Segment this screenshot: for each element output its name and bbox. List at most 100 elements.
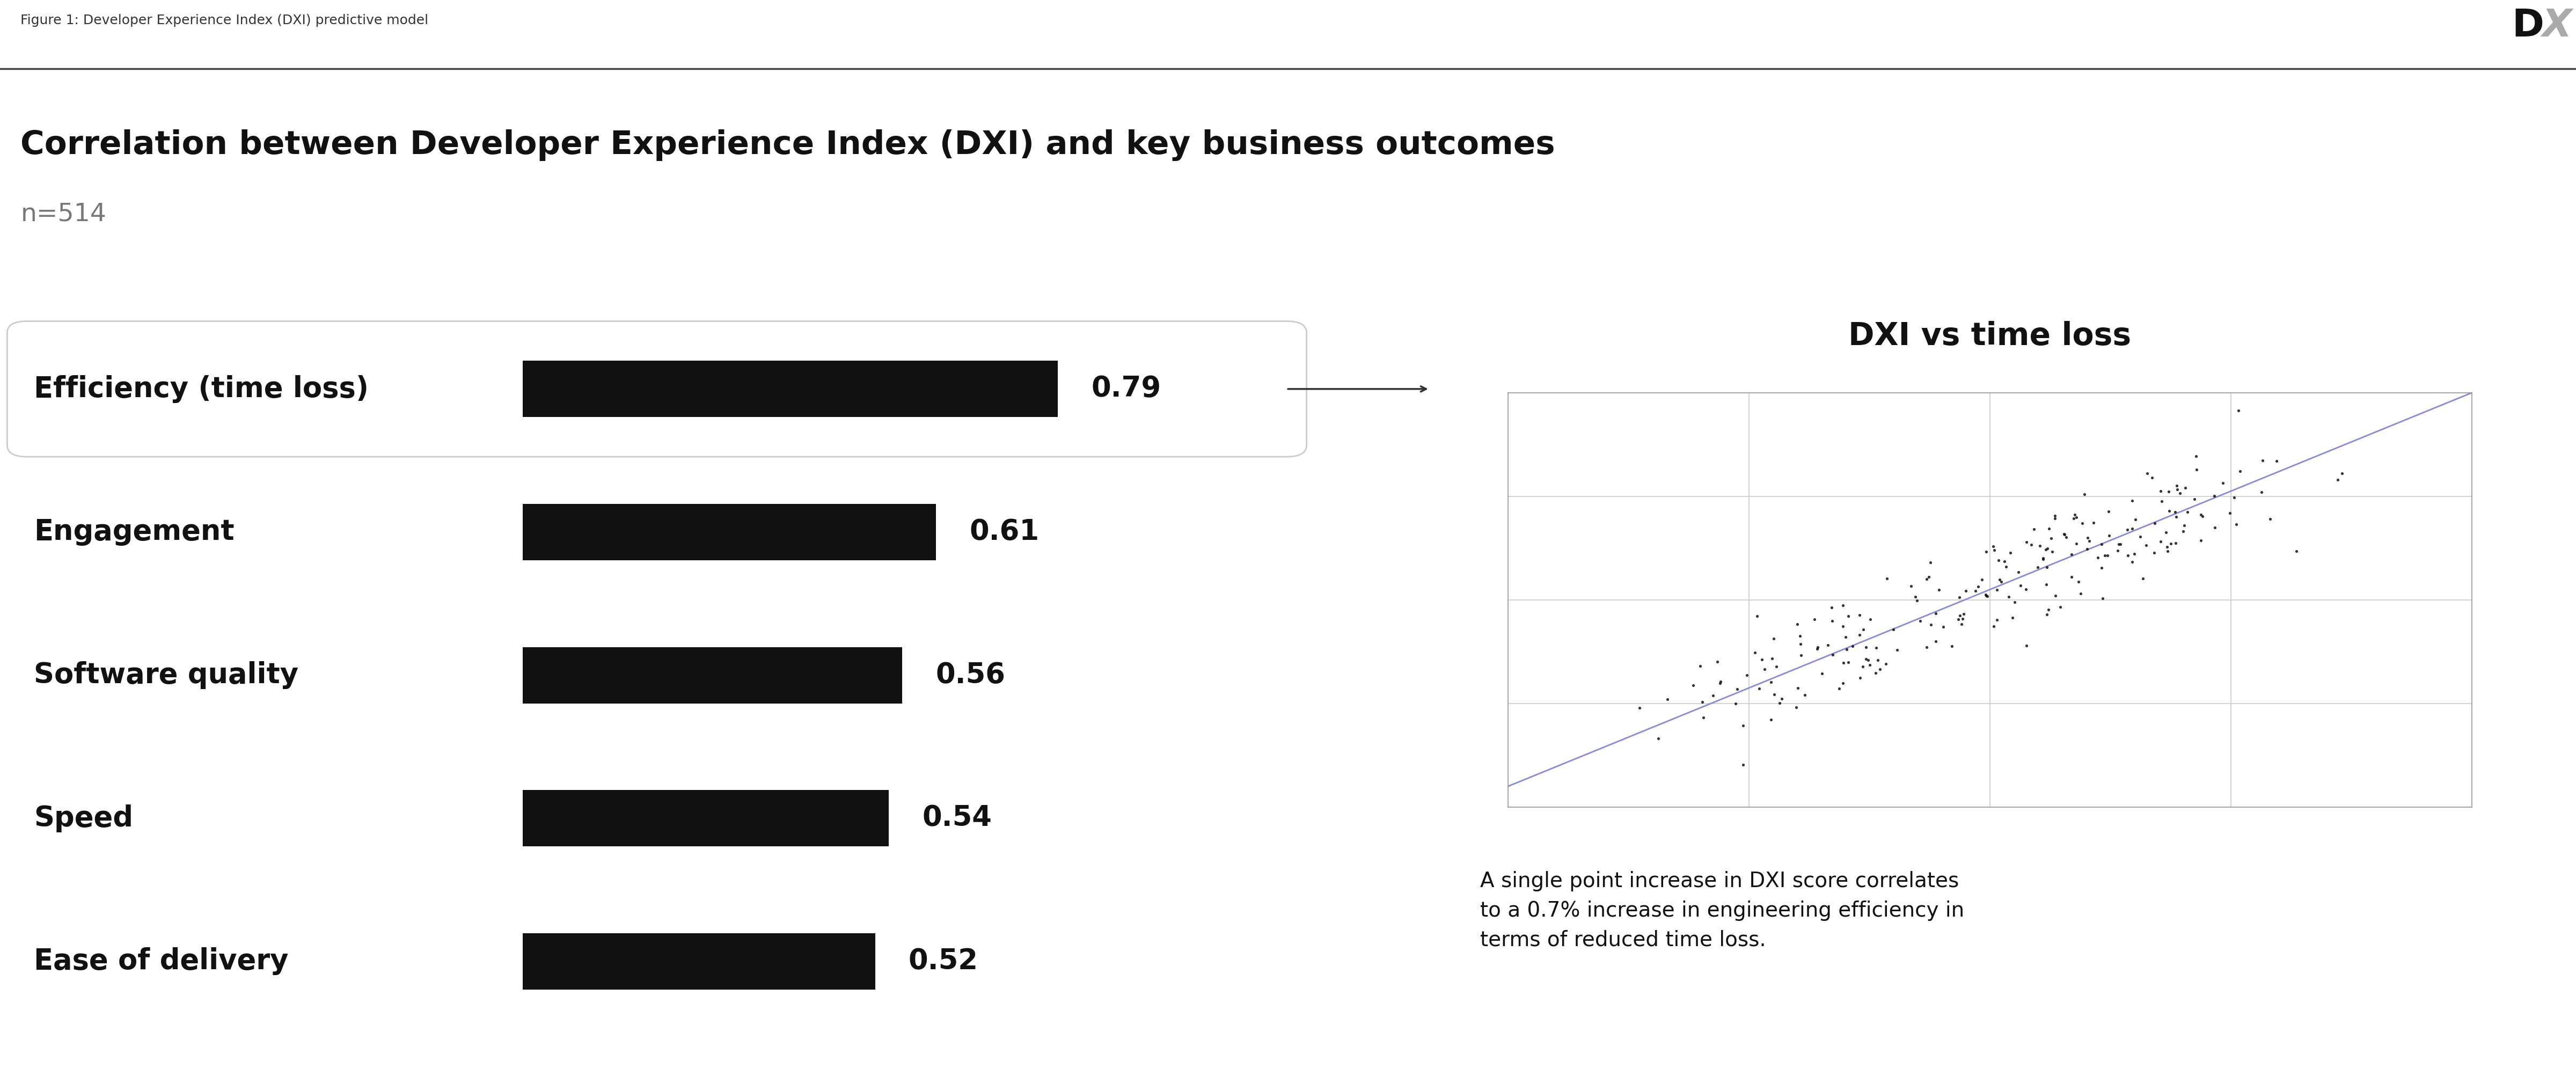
Point bbox=[2014, 521, 2056, 538]
Point bbox=[1832, 637, 1873, 654]
Point bbox=[1826, 628, 1868, 646]
Point bbox=[2040, 598, 2081, 615]
Point bbox=[1785, 686, 1826, 704]
Point bbox=[2133, 544, 2174, 562]
Point bbox=[2058, 574, 2099, 591]
Point bbox=[2053, 506, 2094, 523]
Point bbox=[1955, 582, 1996, 599]
Point bbox=[2192, 487, 2233, 505]
Point bbox=[2069, 533, 2110, 550]
Point bbox=[2156, 535, 2197, 552]
Point bbox=[2125, 537, 2166, 554]
Text: Ease of delivery: Ease of delivery bbox=[33, 948, 289, 975]
Point bbox=[2151, 535, 2192, 552]
Point bbox=[2141, 482, 2182, 499]
Point bbox=[2146, 538, 2187, 555]
Point bbox=[1700, 675, 1741, 692]
Point bbox=[2099, 536, 2141, 553]
Point bbox=[2081, 590, 2123, 607]
Point bbox=[1826, 641, 1868, 659]
Point bbox=[1692, 686, 1734, 704]
Point bbox=[1808, 637, 1850, 654]
Point bbox=[1700, 672, 1741, 690]
Point bbox=[1994, 594, 2035, 611]
Bar bbox=[523, 647, 902, 704]
Point bbox=[1752, 650, 1793, 667]
Point bbox=[1965, 587, 2007, 605]
Point bbox=[2123, 569, 2164, 586]
Point bbox=[1646, 691, 1687, 708]
Point bbox=[1850, 611, 1891, 628]
Point bbox=[2177, 461, 2218, 478]
Point bbox=[2017, 558, 2058, 576]
Point bbox=[1991, 609, 2032, 626]
Point bbox=[1909, 554, 1950, 571]
Text: Engagement: Engagement bbox=[33, 519, 234, 546]
Text: Efficiency (time loss): Efficiency (time loss) bbox=[33, 376, 368, 402]
Point bbox=[1981, 574, 2022, 591]
Point bbox=[1942, 615, 1984, 633]
Text: Figure 1: Developer Experience Index (DXI) predictive model: Figure 1: Developer Experience Index (DX… bbox=[21, 14, 428, 27]
Point bbox=[1999, 577, 2040, 594]
Point bbox=[2241, 452, 2282, 469]
Point bbox=[1716, 681, 1757, 698]
Text: 0.56: 0.56 bbox=[935, 662, 1005, 689]
Point bbox=[1672, 677, 1713, 694]
Point bbox=[1942, 605, 1984, 622]
Point bbox=[1896, 589, 1937, 606]
Point bbox=[1873, 621, 1914, 638]
Point bbox=[2022, 550, 2063, 567]
Point bbox=[2146, 524, 2187, 541]
Text: 0.79: 0.79 bbox=[1092, 376, 1162, 402]
Point bbox=[1847, 652, 1888, 669]
Point bbox=[1741, 651, 1783, 668]
Point bbox=[2050, 546, 2092, 563]
Point bbox=[1749, 674, 1790, 691]
Point bbox=[2056, 509, 2097, 526]
Point bbox=[1896, 592, 1937, 609]
Point bbox=[1752, 711, 1793, 728]
Bar bbox=[523, 360, 1059, 417]
Point bbox=[1875, 641, 1917, 659]
Point bbox=[1860, 661, 1901, 678]
Point bbox=[1780, 647, 1821, 664]
Point bbox=[2156, 508, 2197, 525]
Point bbox=[1899, 612, 1940, 629]
Point bbox=[2089, 502, 2130, 520]
Text: n=514: n=514 bbox=[21, 202, 106, 226]
Point bbox=[2107, 547, 2148, 564]
Point bbox=[2141, 533, 2182, 550]
Point bbox=[2084, 547, 2125, 564]
Point bbox=[1777, 615, 1819, 633]
Point bbox=[1736, 608, 1777, 625]
Point bbox=[1973, 541, 2014, 558]
Point bbox=[1978, 552, 2020, 569]
Point bbox=[1744, 661, 1785, 678]
Point bbox=[2020, 537, 2061, 554]
Point bbox=[1780, 627, 1821, 645]
Text: 0.54: 0.54 bbox=[922, 805, 992, 832]
Point bbox=[1780, 635, 1821, 652]
Point bbox=[2148, 483, 2190, 500]
Point bbox=[1978, 571, 2020, 589]
Point bbox=[2061, 585, 2102, 603]
Bar bbox=[523, 790, 889, 847]
Point bbox=[1826, 608, 1868, 625]
Point bbox=[2164, 523, 2205, 540]
Text: A single point increase in DXI score correlates
to a 0.7% increase in engineerin: A single point increase in DXI score cor… bbox=[1481, 872, 1965, 950]
Point bbox=[1821, 675, 1862, 692]
Point bbox=[1945, 582, 1986, 599]
Point bbox=[2063, 485, 2105, 502]
Point bbox=[2156, 481, 2197, 498]
Point bbox=[2174, 491, 2215, 508]
Point bbox=[2107, 521, 2148, 538]
Point bbox=[1973, 538, 2014, 555]
Point bbox=[2061, 514, 2102, 532]
FancyBboxPatch shape bbox=[8, 321, 1306, 456]
Point bbox=[1754, 629, 1795, 647]
Point bbox=[2213, 489, 2254, 506]
Point bbox=[1682, 693, 1723, 710]
Point bbox=[1937, 610, 1978, 627]
Point bbox=[2045, 526, 2087, 543]
Point bbox=[2012, 536, 2053, 553]
